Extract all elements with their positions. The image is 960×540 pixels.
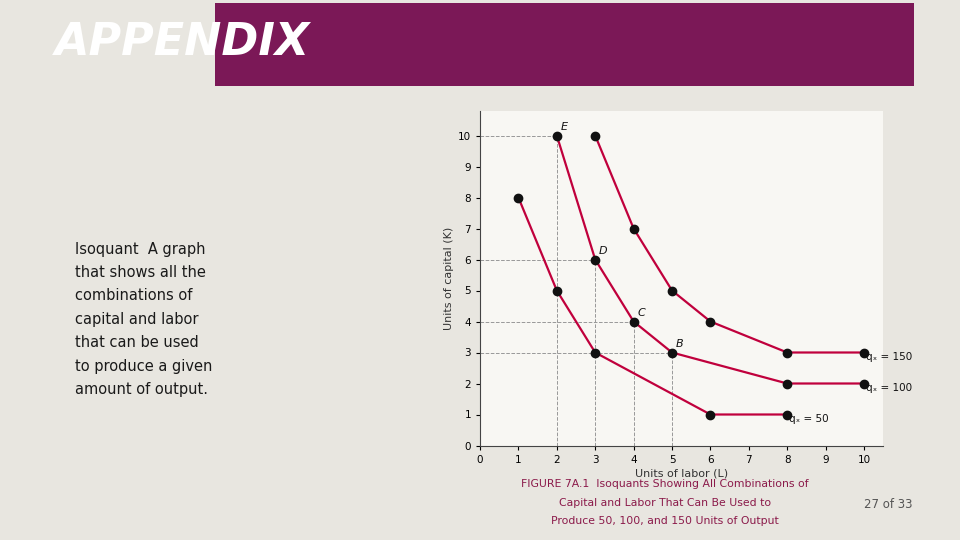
Text: Produce 50, 100, and 150 Units of Output: Produce 50, 100, and 150 Units of Output xyxy=(551,516,779,525)
Text: APPENDIX: APPENDIX xyxy=(55,22,310,64)
Text: C: C xyxy=(637,308,645,319)
Text: qₓ = 100: qₓ = 100 xyxy=(866,383,912,393)
Text: E: E xyxy=(561,123,567,132)
X-axis label: Units of labor (L): Units of labor (L) xyxy=(635,469,729,478)
Text: 27 of 33: 27 of 33 xyxy=(864,498,913,511)
Text: D: D xyxy=(599,246,608,256)
Text: Isoquant  A graph
that shows all the
combinations of
capital and labor
that can : Isoquant A graph that shows all the comb… xyxy=(75,241,212,397)
Text: FIGURE 7A.1  Isoquants Showing All Combinations of: FIGURE 7A.1 Isoquants Showing All Combin… xyxy=(521,480,808,489)
Text: B: B xyxy=(676,340,684,349)
Text: qₓ = 150: qₓ = 150 xyxy=(866,352,912,362)
Text: Capital and Labor That Can Be Used to: Capital and Labor That Can Be Used to xyxy=(559,498,771,508)
Text: qₓ = 50: qₓ = 50 xyxy=(789,414,828,424)
Bar xyxy=(215,3,914,86)
Y-axis label: Units of capital (K): Units of capital (K) xyxy=(444,226,454,330)
